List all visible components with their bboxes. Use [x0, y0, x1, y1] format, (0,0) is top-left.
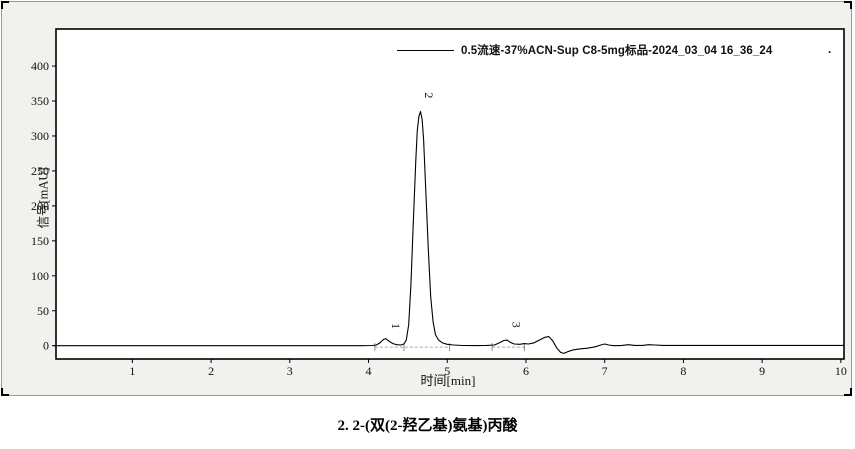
y-tick-label: 300: [31, 129, 49, 143]
x-tick-label: 6: [523, 364, 529, 378]
x-tick-label: 8: [680, 364, 686, 378]
y-tick-label: 200: [31, 199, 49, 213]
x-tick-label: 9: [759, 364, 765, 378]
legend-label: 0.5流速-37%ACN-Sup C8-5mg标品-2024_03_04 16_…: [461, 45, 773, 57]
x-tick-label: 10: [835, 364, 847, 378]
panel-corner-mark: [844, 388, 852, 396]
x-tick-label: 2: [208, 364, 214, 378]
figure-caption: 2. 2-(双(2-羟乙基)氨基)丙酸: [337, 418, 518, 434]
x-tick-label: 3: [287, 364, 293, 378]
panel-corner-mark: [1, 388, 9, 396]
y-axis-title: 信号[mAU]: [36, 167, 51, 229]
y-tick-label: 250: [31, 164, 49, 178]
peak-label: 2: [422, 92, 436, 98]
legend-dot: .: [828, 42, 832, 56]
panel-corner-mark: [844, 1, 852, 9]
peak-label: 3: [510, 322, 524, 328]
y-tick-label: 0: [43, 339, 49, 353]
x-tick-label: 5: [444, 364, 450, 378]
peak-label: 1: [389, 323, 403, 329]
legend: 0.5流速-37%ACN-Sup C8-5mg标品-2024_03_04 16_…: [397, 42, 772, 58]
plot-background: [55, 28, 845, 360]
signal-trace: [53, 110, 844, 354]
x-tick-label: 4: [366, 364, 372, 378]
x-tick-label: 1: [129, 364, 135, 378]
y-tick-label: 50: [37, 304, 49, 318]
panel-corner-mark: [1, 1, 9, 9]
y-tick-label: 400: [31, 59, 49, 73]
x-tick-label: 7: [602, 364, 608, 378]
chromatogram-plot: 0 50 100 150 200 250 300 350 400 1 2 3 4 5 6 7 8 9 10 1 2 3: [31, 28, 847, 378]
y-tick-label: 150: [31, 234, 49, 248]
chart-panel: 0 50 100 150 200 250 300 350 400 1 2 3 4 5 6 7 8 9 10 1 2 3 信…: [1, 1, 852, 396]
y-tick-label: 350: [31, 94, 49, 108]
legend-line-sample: [397, 49, 454, 51]
y-tick-label: 100: [31, 269, 49, 283]
x-axis-title: 时间[min]: [420, 373, 476, 388]
